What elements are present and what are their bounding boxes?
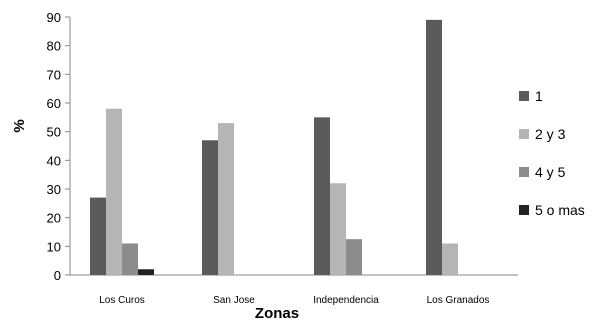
y-tick-label: 20 xyxy=(47,211,61,226)
bar-los-granados-series-2 xyxy=(442,243,458,275)
legend: 1 2 y 3 4 y 5 5 o mas xyxy=(519,88,585,218)
legend-swatch xyxy=(519,205,529,215)
y-tick-label: 90 xyxy=(47,10,61,25)
category-label: Los Curos xyxy=(99,295,145,306)
y-tick-label: 50 xyxy=(47,125,61,140)
category-label: Los Granados xyxy=(427,295,490,306)
x-axis-title: Zonas xyxy=(255,305,299,320)
bar-san-jose-series-1 xyxy=(202,140,218,275)
category-labels: Los Curos San Jose Independencia Los Granad… xyxy=(99,295,489,306)
bar-los-curos-series-4 xyxy=(138,269,154,275)
y-axis-title: % xyxy=(11,119,28,132)
bar-independencia-series-2 xyxy=(330,183,346,275)
y-tick-label: 80 xyxy=(47,39,61,54)
y-tick-label: 30 xyxy=(47,182,61,197)
category-label: San Jose xyxy=(213,295,255,306)
y-tick-label: 60 xyxy=(47,96,61,111)
bar-los-granados-series-1 xyxy=(426,19,442,275)
bar-los-curos-series-1 xyxy=(90,197,106,275)
bar-independencia-series-1 xyxy=(314,117,330,275)
legend-label: 2 y 3 xyxy=(535,126,566,142)
legend-swatch xyxy=(519,167,529,177)
y-tick-label: 70 xyxy=(47,67,61,82)
legend-label: 5 o mas xyxy=(535,202,585,218)
bar-los-curos-series-2 xyxy=(106,108,122,275)
bar-independencia-series-3 xyxy=(346,239,362,275)
y-axis: 0 10 20 30 40 50 60 70 80 90 xyxy=(47,10,71,283)
y-tick-label: 0 xyxy=(54,268,61,283)
legend-swatch xyxy=(519,91,529,101)
bar-los-curos-series-3 xyxy=(122,243,138,275)
bars xyxy=(90,19,458,275)
legend-swatch xyxy=(519,129,529,139)
y-tick-label: 10 xyxy=(47,239,61,254)
legend-label: 1 xyxy=(535,88,543,104)
category-label: Independencia xyxy=(313,295,379,306)
bar-san-jose-series-2 xyxy=(218,123,234,275)
y-tick-label: 40 xyxy=(47,153,61,168)
legend-label: 4 y 5 xyxy=(535,164,566,180)
